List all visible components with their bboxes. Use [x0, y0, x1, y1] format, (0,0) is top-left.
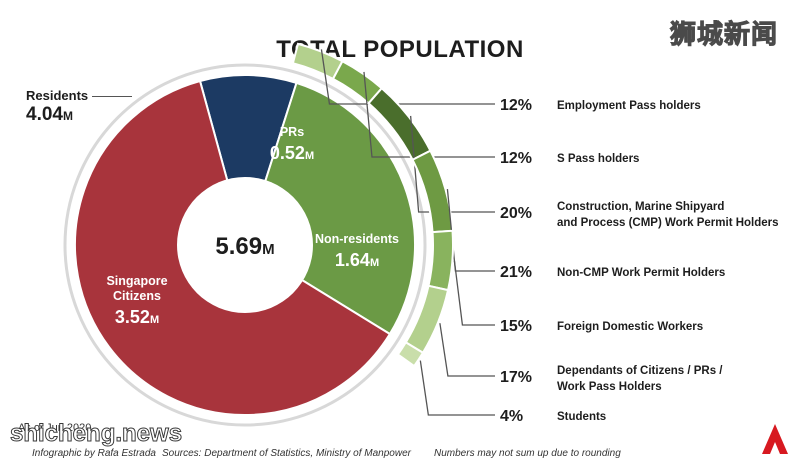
breakdown-pct-4: 21%: [500, 264, 532, 281]
watermark-english: shicheng.news: [9, 420, 183, 448]
footer-sources: Sources: Department of Statistics, Minis…: [162, 448, 411, 459]
breakdown-leader-2: [363, 71, 495, 158]
breakdown-pct-5: 15%: [500, 318, 532, 335]
breakdown-leader-7: [419, 360, 495, 416]
breakdown-label-6-line-1: Dependants of Citizens / PRs /: [557, 365, 723, 377]
breakdown-pct-1: 12%: [500, 97, 532, 114]
breakdown-label-5-line-1: Foreign Domestic Workers: [557, 321, 703, 333]
breakdown-leader-6: [439, 323, 495, 377]
pie-slice-non-residents: [243, 81, 416, 336]
footer-note: Numbers may not sum up due to rounding: [434, 448, 621, 459]
prs-label-line-1: PRs: [280, 125, 304, 139]
residents-leader-line: [92, 96, 132, 97]
breakdown-label-3-line-1: Construction, Marine Shipyard: [557, 201, 724, 213]
breakdown-label-7-line-1: Students: [557, 411, 606, 423]
residents-label: Residents: [26, 88, 89, 103]
breakdown-pct-3: 20%: [500, 205, 532, 222]
singapore-citizens-value: 3.52M: [115, 307, 159, 327]
breakdown-segment-5: [427, 229, 454, 292]
residents-value: 4.04M: [26, 104, 73, 126]
breakdown-pct-2: 12%: [500, 150, 532, 167]
residents-number: 4.04: [26, 104, 63, 125]
breakdown-leader-5: [453, 260, 495, 326]
breakdown-pct-6: 17%: [500, 369, 532, 386]
footer-credit: Infographic by Rafa Estrada: [32, 448, 156, 459]
breakdown-leader-4: [446, 189, 495, 272]
singapore-citizens-label-line-2: Citizens: [113, 289, 161, 303]
breakdown-label-4-line-1: Non-CMP Work Permit Holders: [557, 267, 725, 279]
as-of-date: As of Jun 2020: [18, 422, 92, 434]
breakdown-label-2-line-1: S Pass holders: [557, 153, 639, 165]
non-residents-label-line-1: Non-residents: [315, 232, 399, 246]
breakdown-pct-7: 4%: [500, 408, 523, 425]
cna-logo-icon: [762, 424, 788, 454]
non-residents-value: 1.64M: [335, 250, 379, 270]
singapore-citizens-label-line-1: Singapore: [106, 274, 167, 288]
breakdown-leader-1: [320, 49, 495, 105]
breakdown-segment-4: [411, 149, 454, 234]
pie-outer-ring: [63, 63, 427, 427]
pie-slice-prs: [198, 74, 298, 249]
watermark-chinese: 狮城新闻: [669, 19, 779, 50]
residents-unit: M: [62, 109, 73, 123]
prs-value: 0.52M: [270, 143, 314, 163]
breakdown-label-3-line-2: and Process (CMP) Work Permit Holders: [557, 217, 779, 229]
pie-center-hole: [177, 177, 313, 313]
breakdown-label-1-line-1: Employment Pass holders: [557, 100, 701, 112]
breakdown-segment-6: [404, 284, 450, 355]
breakdown-leader-3: [409, 115, 495, 213]
breakdown-segment-7: [396, 340, 425, 368]
breakdown-label-6-line-2: Work Pass Holders: [557, 381, 662, 393]
